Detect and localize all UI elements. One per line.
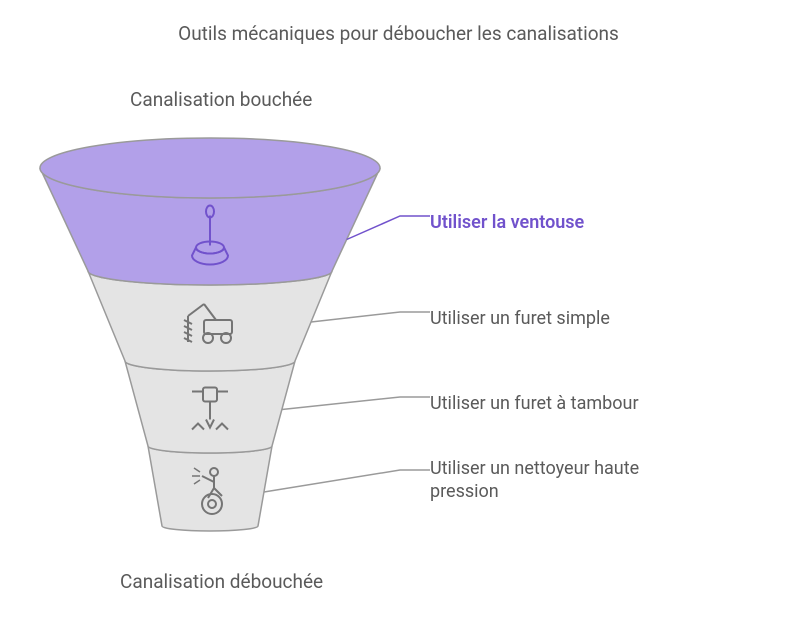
funnel-bottom-label: Canalisation débouchée xyxy=(120,570,323,593)
funnel-slice-haute-pression xyxy=(148,446,272,531)
step-label-ventouse: Utiliser la ventouse xyxy=(430,212,584,235)
funnel-rim xyxy=(40,138,380,198)
chart-title: Outils mécaniques pour déboucher les can… xyxy=(0,22,797,45)
connector-furet-simple xyxy=(311,312,430,322)
step-label-haute-pression: Utiliser un nettoyeur haute pression xyxy=(430,458,690,503)
funnel-top-label: Canalisation bouchée xyxy=(130,88,312,111)
connector-furet-tambour xyxy=(282,397,430,410)
connector-haute-pression xyxy=(264,470,430,492)
connector-ventouse xyxy=(347,216,430,240)
step-label-furet-simple: Utiliser un furet simple xyxy=(430,308,610,331)
step-label-furet-tambour: Utiliser un furet à tambour xyxy=(430,393,639,416)
